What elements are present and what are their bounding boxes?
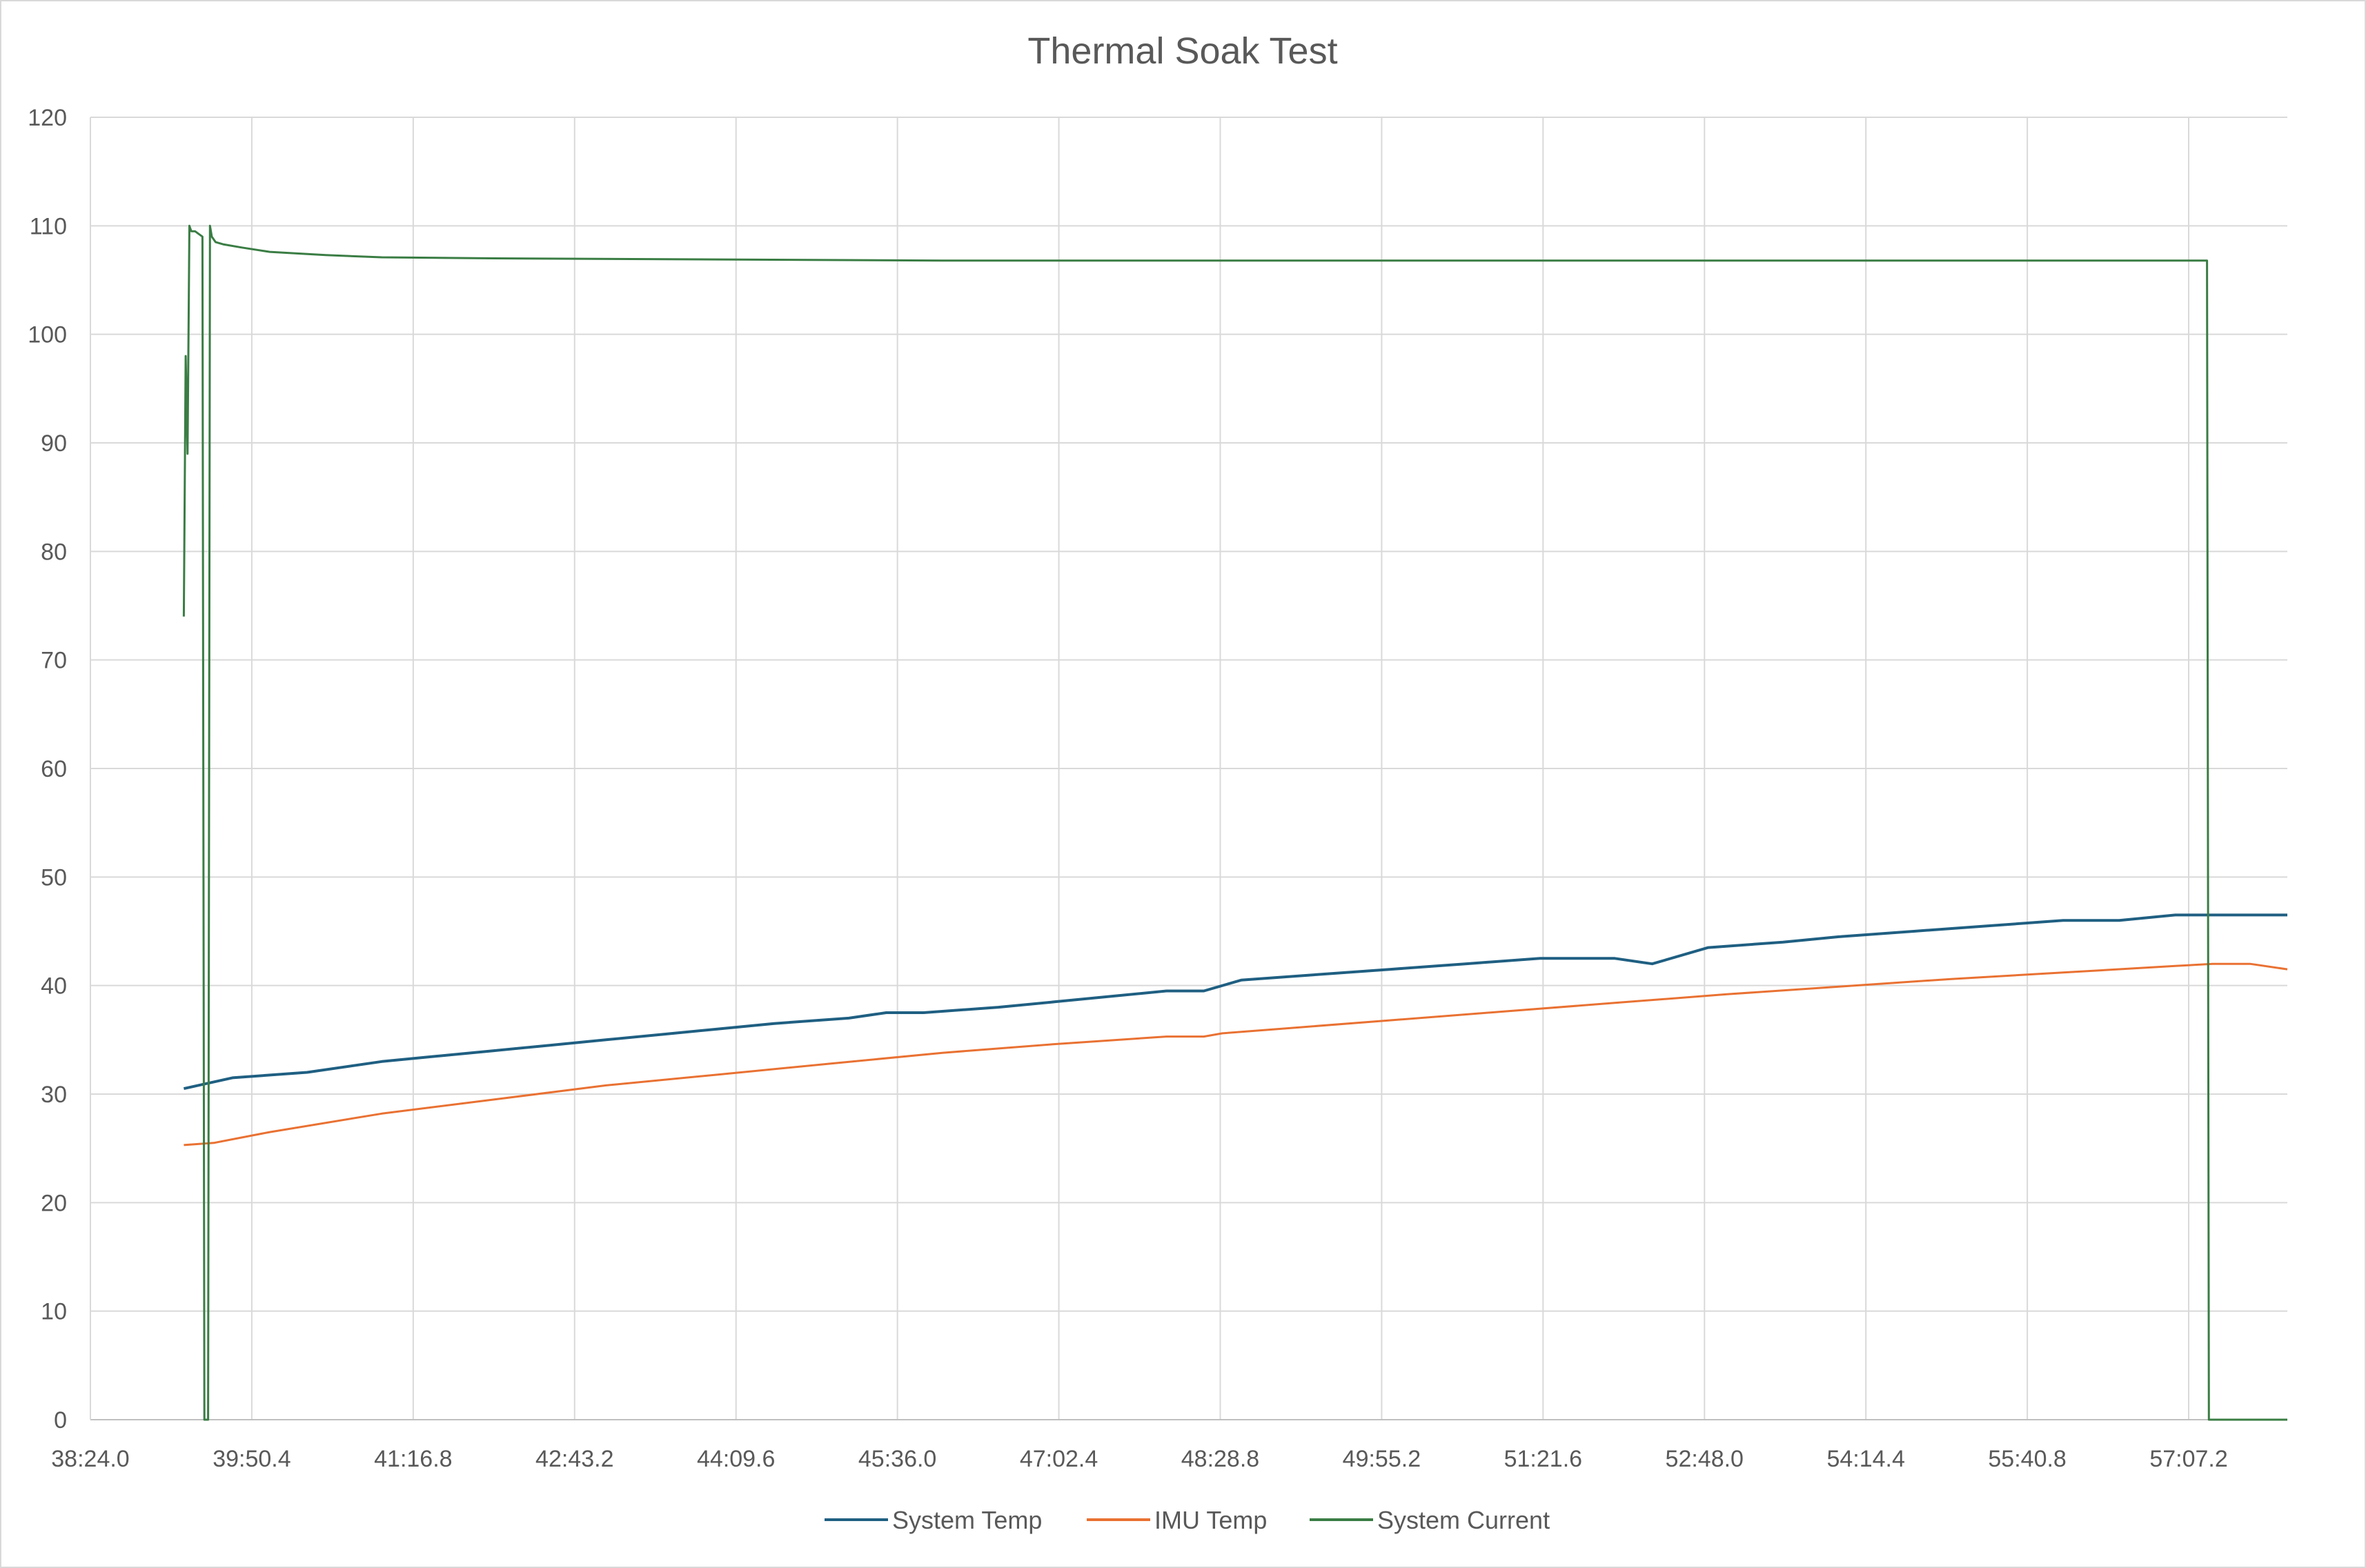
x-tick-label: 47:02.4: [1020, 1446, 1098, 1472]
grid: [90, 117, 2287, 1420]
y-tick-label: 30: [41, 1082, 67, 1108]
x-tick-label: 44:09.6: [697, 1446, 775, 1472]
y-tick-label: 60: [41, 756, 67, 782]
series-lines: [182, 224, 2288, 1421]
legend-label: IMU Temp: [1154, 1506, 1267, 1534]
y-tick-label: 70: [41, 648, 67, 674]
series-system-current-line: [182, 224, 2287, 1421]
y-tick-label: 20: [41, 1190, 67, 1216]
y-tick-label: 10: [41, 1299, 67, 1325]
x-tick-label: 42:43.2: [535, 1446, 613, 1472]
x-tick-label: 38:24.0: [51, 1446, 129, 1472]
legend-label: System Current: [1377, 1506, 1550, 1534]
axes: 0 10 20 30 40 50 60 70 80 90 100 110 120 38:24.0 39:50…: [28, 105, 2287, 1472]
legend-entry-system-current: System Current: [1310, 1506, 1550, 1534]
y-tick-label: 50: [41, 864, 67, 891]
x-tick-label: 55:40.8: [1988, 1446, 2066, 1472]
x-tick-label: 57:07.2: [2149, 1446, 2227, 1472]
x-tick-label: 45:36.0: [858, 1446, 936, 1472]
series-system-temp-line: [183, 913, 2287, 1091]
legend-entry-imu-temp: IMU Temp: [1087, 1506, 1267, 1534]
x-tick-label: 49:55.2: [1343, 1446, 1421, 1472]
legend-label: System Temp: [892, 1506, 1042, 1534]
legend-entry-system-temp: System Temp: [825, 1506, 1042, 1534]
x-tick-label: 52:48.0: [1666, 1446, 1744, 1472]
chart-title: Thermal Soak Test: [1027, 30, 1337, 72]
y-tick-label: 40: [41, 973, 67, 1000]
y-tick-label: 100: [28, 322, 67, 348]
x-tick-label: 51:21.6: [1504, 1446, 1582, 1472]
x-tick-label: 41:16.8: [374, 1446, 452, 1472]
y-tick-label: 0: [54, 1407, 67, 1433]
x-tick-label: 48:28.8: [1181, 1446, 1259, 1472]
y-tick-label: 120: [28, 105, 67, 131]
x-tick-label: 54:14.4: [1826, 1446, 1904, 1472]
y-tick-label: 90: [41, 430, 67, 457]
series-imu-temp-line: [184, 962, 2288, 1147]
y-tick-label: 80: [41, 539, 67, 565]
x-tick-label: 39:50.4: [213, 1446, 290, 1472]
legend: System Temp IMU Temp System Current: [825, 1506, 1550, 1534]
y-tick-label: 110: [30, 213, 67, 239]
